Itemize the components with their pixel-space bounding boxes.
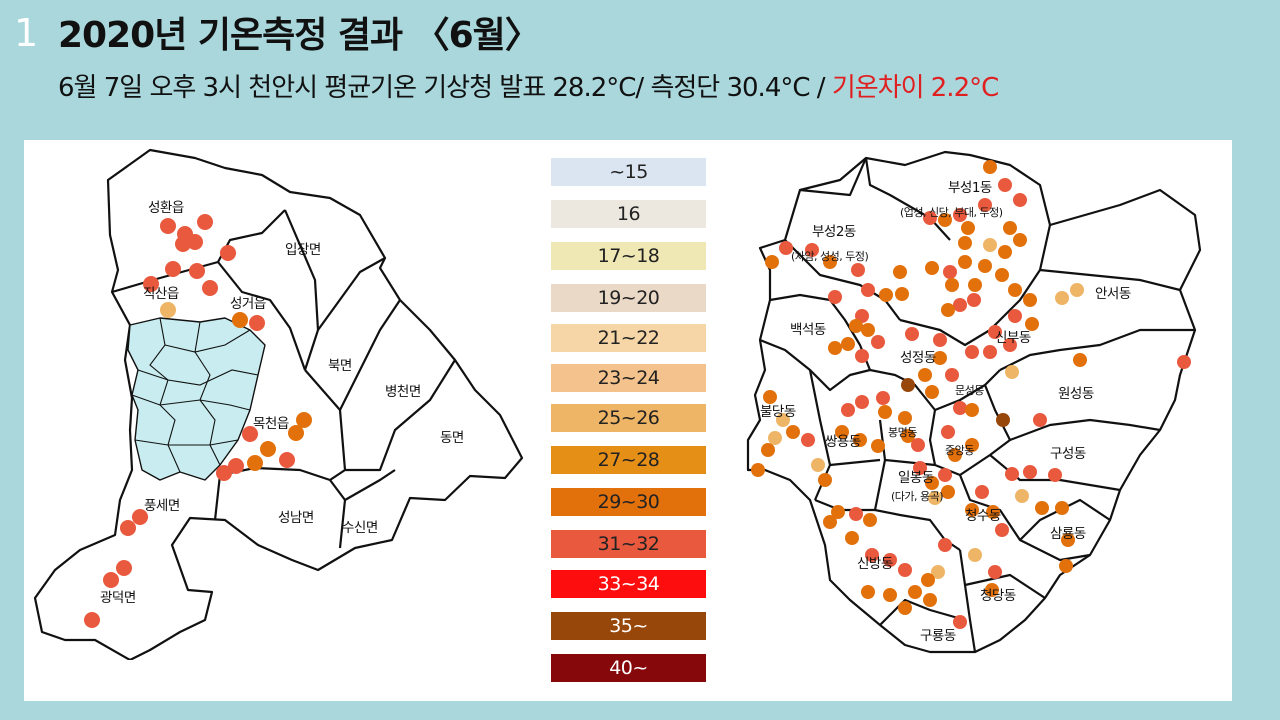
- label-seonggeo: 성거읍: [230, 296, 266, 312]
- legend-item: 16: [551, 200, 706, 228]
- west-measurement-points: [84, 214, 312, 628]
- label-jiksan: 직산읍: [143, 286, 179, 302]
- legend-item: 19~20: [551, 284, 706, 312]
- west-map-outline: [33, 148, 524, 660]
- label-ipjang: 입장면: [285, 242, 321, 258]
- label-wonseong: 원성동: [1058, 386, 1094, 402]
- label-byeongcheon: 병천면: [385, 384, 421, 400]
- legend-item: 31~32: [551, 530, 706, 558]
- east-map-outline: [746, 150, 1202, 654]
- label-buk: 북면: [328, 358, 352, 374]
- legend-item: 35~: [551, 612, 706, 640]
- label-bongmyeong: 봉명동: [888, 426, 917, 439]
- label-sinbang: 신방동: [857, 556, 893, 572]
- legend-item: 23~24: [551, 364, 706, 392]
- east-map: 부성1동 (업성, 신당, 부대, 두정) 부성2동 (차암, 성성, 두정) …: [746, 150, 1202, 654]
- legend-item: 21~22: [551, 324, 706, 352]
- label-samnyong: 삼룡동: [1050, 526, 1086, 542]
- legend-item: 33~34: [551, 570, 706, 598]
- label-dong: 동면: [440, 430, 464, 446]
- page-title: 2020년 기온측정 결과 〈6월〉: [58, 15, 541, 56]
- label-buseong2: 부성2동: [812, 224, 856, 240]
- subtitle-main: 6월 7일 오후 3시 천안시 평균기온 기상청 발표 28.2°C/ 측정단 …: [58, 73, 832, 103]
- label-buseong1: 부성1동: [948, 180, 992, 196]
- west-district-labels: 성환읍 입장면 직산읍 성거읍 북면 병천면 목천읍 동면 풍세면 성남면 수신…: [100, 200, 464, 606]
- label-ilbong-sub: (다가, 용곡): [891, 490, 943, 503]
- legend-item: 27~28: [551, 446, 706, 474]
- slide-number: 1: [14, 11, 39, 55]
- page-subtitle: 6월 7일 오후 3시 천안시 평균기온 기상청 발표 28.2°C/ 측정단 …: [58, 73, 999, 103]
- label-guseong: 구성동: [1050, 446, 1086, 462]
- label-baekseok: 백석동: [790, 322, 826, 338]
- legend-item: 17~18: [551, 242, 706, 270]
- label-guryong: 구룡동: [920, 628, 956, 644]
- label-buseong2-sub: (차암, 성성, 두정): [791, 250, 868, 263]
- west-map: 성환읍 입장면 직산읍 성거읍 북면 병천면 목천읍 동면 풍세면 성남면 수신…: [33, 148, 524, 660]
- label-ssangyong: 쌍용동: [825, 434, 861, 450]
- legend-item: 40~: [551, 654, 706, 682]
- label-jungang: 중앙동: [945, 444, 974, 457]
- label-pungse: 풍세면: [144, 498, 180, 514]
- east-measurement-points: [751, 160, 1191, 629]
- subtitle-highlight: 기온차이 2.2°C: [831, 73, 999, 103]
- label-cheongsu: 청수동: [965, 508, 1001, 524]
- label-gwangdeok: 광덕면: [100, 590, 136, 606]
- east-district-labels: 부성1동 (업성, 신당, 부대, 두정) 부성2동 (차암, 성성, 두정) …: [760, 180, 1131, 644]
- label-mokcheon: 목천읍: [253, 416, 289, 432]
- label-sinbu: 신부동: [995, 330, 1031, 346]
- label-seongnam: 성남면: [278, 510, 314, 526]
- label-seongjeong: 성정동: [900, 350, 936, 366]
- label-anseo: 안서동: [1095, 286, 1131, 302]
- legend-item: ~15: [551, 158, 706, 186]
- label-buseong1-sub: (업성, 신당, 부대, 두정): [900, 206, 1003, 219]
- urban-area-shading: [127, 317, 266, 481]
- label-buldang: 불당동: [760, 404, 796, 420]
- label-ilbong: 일봉동: [898, 470, 934, 486]
- label-munseong: 문성동: [955, 384, 984, 397]
- legend-item: 25~26: [551, 404, 706, 432]
- label-susin: 수신면: [342, 520, 378, 536]
- label-cheongdang: 청당동: [980, 588, 1016, 604]
- legend-item: 29~30: [551, 488, 706, 516]
- label-seonghwan: 성환읍: [148, 200, 184, 216]
